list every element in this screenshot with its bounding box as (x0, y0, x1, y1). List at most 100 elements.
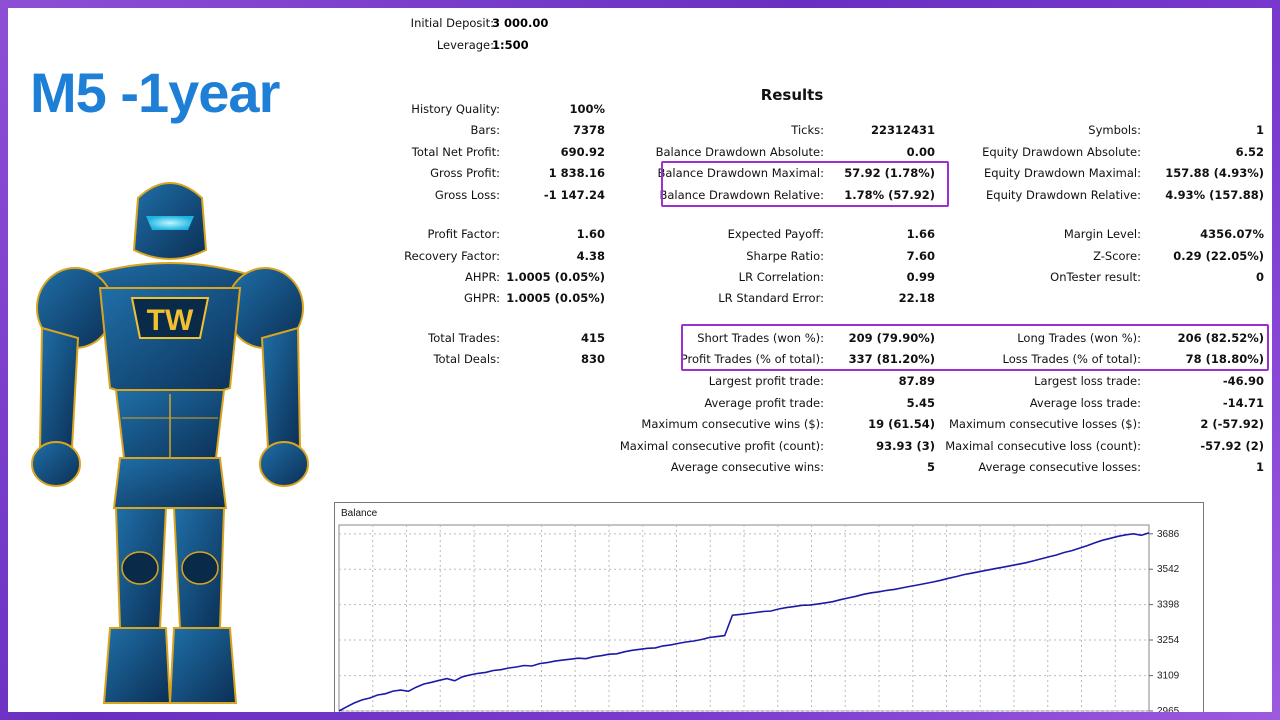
col3-label: Average loss trade: (1029, 396, 1141, 410)
balance-chart: Balance 0 18 37 54 71 89 105 122 140 157 174 192 209 2… (334, 502, 1204, 712)
y-tick-label: 3398 (1157, 600, 1180, 611)
col2-label: Average profit trade: (704, 396, 824, 410)
col3-label: Maximal consecutive loss (count): (945, 439, 1141, 453)
col3-label: Equity Drawdown Relative: (986, 188, 1141, 202)
robot-emblem: TW (147, 304, 194, 337)
col2-value: 57.92 (1.78%) (844, 166, 935, 180)
col1-value: 415 (580, 331, 605, 345)
col2-label: Short Trades (won %): (697, 331, 824, 345)
col1-label: Profit Factor: (427, 227, 500, 241)
y-tick-label: 3254 (1157, 635, 1180, 646)
col2-label: Largest profit trade: (708, 374, 824, 388)
col2-value: 5 (926, 460, 935, 474)
results-title: Results (760, 86, 824, 104)
col3-label: Loss Trades (% of total): (1002, 352, 1141, 366)
plot-frame (338, 524, 1150, 712)
col1-value: 4.38 (576, 249, 605, 263)
col1-label: Gross Profit: (430, 166, 500, 180)
col1-value: 1.60 (576, 227, 605, 241)
headline: M5 -1year (30, 61, 280, 124)
col1-value: 1.0005 (0.05%) (506, 270, 605, 284)
col2-value: 87.89 (898, 374, 935, 388)
col1-label: History Quality: (411, 102, 500, 116)
col3-label: Equity Drawdown Absolute: (982, 145, 1141, 159)
col3-value: -57.92 (2) (1200, 439, 1264, 453)
y-tick-label: 3109 (1157, 671, 1180, 682)
col2-label: Balance Drawdown Absolute: (655, 145, 824, 159)
col2-value: 337 (81.20%) (848, 352, 935, 366)
chart-title: Balance (341, 508, 378, 519)
col3-value: 4.93% (157.88) (1165, 188, 1264, 202)
initial-deposit-label: Initial Deposit: (410, 16, 494, 30)
col2-label: LR Correlation: (738, 270, 824, 284)
col3-value: 1 (1255, 460, 1264, 474)
col2-value: 22.18 (898, 291, 935, 305)
col1-value: 100% (569, 102, 605, 116)
col3-value: 0.29 (22.05%) (1173, 249, 1264, 263)
col2-value: 7.60 (906, 249, 935, 263)
col2-value: 19 (61.54) (868, 417, 935, 431)
col2-label: Balance Drawdown Relative: (659, 188, 825, 202)
robot-illustration: TW (31, 182, 309, 704)
initial-deposit-value: 3 000.00 (492, 16, 549, 30)
col2-value: 1.66 (906, 227, 935, 241)
col3-value: 1 (1255, 123, 1264, 137)
col1-value: 1 838.16 (548, 166, 605, 180)
col2-label: Sharpe Ratio: (746, 249, 824, 263)
col2-value: 1.78% (57.92) (844, 188, 935, 202)
col2-value: 93.93 (3) (876, 439, 935, 453)
col2-value: 0.00 (906, 145, 935, 159)
leverage-label: Leverage: (436, 38, 494, 52)
col2-label: Profit Trades (% of total): (680, 352, 824, 366)
col3-label: Maximum consecutive losses ($): (949, 417, 1141, 431)
col3-value: 0 (1255, 270, 1264, 284)
col2-label: Maximal consecutive profit (count): (619, 439, 824, 453)
col3-label: Average consecutive losses: (978, 460, 1141, 474)
leverage-value: 1:500 (492, 38, 529, 52)
col2-label: Ticks: (791, 123, 824, 137)
col1-label: Total Net Profit: (411, 145, 500, 159)
col3-value: -14.71 (1222, 396, 1264, 410)
col2-value: 22312431 (870, 123, 935, 137)
col2-label: Balance Drawdown Maximal: (657, 166, 824, 180)
col3-label: OnTester result: (1050, 270, 1141, 284)
col1-label: Bars: (470, 123, 500, 137)
col1-value: 1.0005 (0.05%) (506, 291, 605, 305)
col3-label: Long Trades (won %): (1017, 331, 1141, 345)
balance-series-line (338, 532, 1150, 712)
col2-value: 0.99 (906, 270, 935, 284)
trades-highlight (681, 324, 1269, 371)
col3-value: 6.52 (1235, 145, 1264, 159)
balance-drawdown-highlight (661, 161, 949, 207)
report-panel: M5 -1year TW (8, 8, 1272, 712)
y-tick-label: 3686 (1157, 529, 1180, 540)
col2-label: Average consecutive wins: (670, 460, 824, 474)
col1-value: 7378 (572, 123, 605, 137)
col1-label: GHPR: (463, 291, 500, 305)
col3-value: 157.88 (4.93%) (1165, 166, 1264, 180)
col1-value: 830 (580, 352, 605, 366)
col3-value: 78 (18.80%) (1185, 352, 1264, 366)
y-tick-label: 3542 (1157, 564, 1180, 575)
col3-label: Z-Score: (1093, 249, 1141, 263)
col2-value: 5.45 (906, 396, 935, 410)
col3-label: Equity Drawdown Maximal: (983, 166, 1141, 180)
col3-label: Margin Level: (1063, 227, 1141, 241)
col1-label: Recovery Factor: (404, 249, 500, 263)
col2-label: LR Standard Error: (718, 291, 824, 305)
col3-label: Largest loss trade: (1034, 374, 1141, 388)
col3-value: 2 (-57.92) (1200, 417, 1264, 431)
col1-value: 690.92 (560, 145, 605, 159)
col3-value: 206 (82.52%) (1177, 331, 1264, 345)
col2-label: Maximum consecutive wins ($): (641, 417, 824, 431)
col1-value: -1 147.24 (543, 188, 605, 202)
col1-label: Gross Loss: (434, 188, 500, 202)
y-tick-label: 2965 (1157, 706, 1180, 712)
col2-value: 209 (79.90%) (848, 331, 935, 345)
col1-label: Total Deals: (433, 352, 500, 366)
col3-value: -46.90 (1222, 374, 1264, 388)
col1-label: AHPR: (465, 270, 500, 284)
col1-label: Total Trades: (428, 331, 500, 345)
col2-label: Expected Payoff: (727, 227, 824, 241)
